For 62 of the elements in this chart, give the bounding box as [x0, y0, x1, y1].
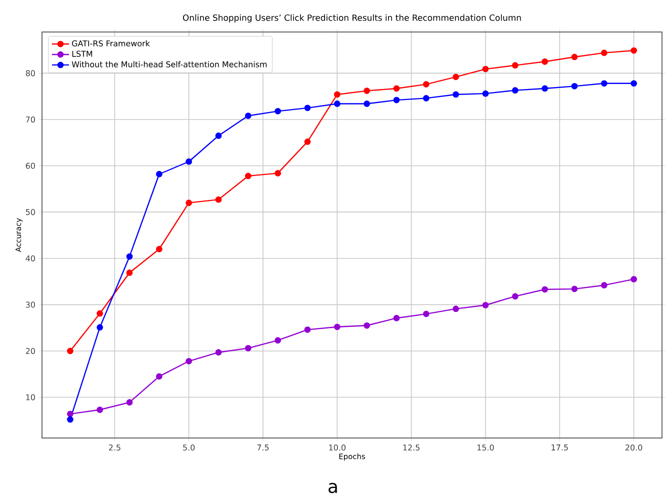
point — [156, 373, 162, 380]
point — [244, 112, 252, 119]
point — [186, 358, 192, 364]
point — [304, 104, 311, 112]
point — [452, 306, 460, 312]
point — [571, 54, 578, 60]
point — [304, 138, 311, 145]
point — [96, 406, 104, 413]
point — [126, 399, 133, 406]
point — [66, 416, 74, 423]
point — [512, 87, 518, 94]
point — [600, 80, 608, 87]
point — [334, 100, 340, 107]
point — [364, 88, 370, 94]
point — [393, 314, 400, 322]
point — [126, 270, 133, 276]
point — [156, 246, 162, 252]
point — [452, 74, 460, 80]
text: a — [328, 482, 337, 494]
point — [482, 90, 489, 97]
point — [512, 293, 518, 300]
point — [274, 337, 282, 344]
point — [600, 50, 608, 56]
point — [96, 310, 104, 317]
point — [156, 170, 162, 178]
point — [571, 286, 578, 292]
point — [482, 302, 489, 308]
point — [96, 324, 104, 331]
point — [66, 410, 74, 418]
point — [186, 158, 192, 165]
point — [364, 322, 370, 329]
chart-title: Online Shopping Users’ Click Prediction Results in the Recommendation Column — [182, 14, 521, 23]
point — [422, 81, 430, 88]
point — [334, 324, 340, 330]
point — [304, 326, 311, 333]
point — [215, 132, 222, 139]
point — [244, 345, 252, 352]
point — [512, 62, 518, 69]
point — [126, 253, 133, 260]
point — [482, 66, 489, 72]
point — [393, 96, 400, 104]
point — [542, 58, 548, 65]
point — [630, 276, 638, 282]
point — [542, 286, 548, 293]
point — [334, 91, 340, 98]
point — [542, 85, 548, 92]
point — [630, 80, 638, 87]
point — [215, 196, 222, 203]
point — [66, 348, 74, 354]
point — [393, 85, 400, 92]
point — [422, 95, 430, 102]
point — [364, 100, 370, 107]
point — [274, 108, 282, 114]
point — [186, 200, 192, 206]
point — [452, 91, 460, 98]
point — [630, 47, 638, 54]
point — [422, 310, 430, 318]
point — [274, 170, 282, 176]
point — [600, 282, 608, 288]
point — [244, 172, 252, 180]
point — [571, 82, 578, 90]
point — [215, 349, 222, 356]
